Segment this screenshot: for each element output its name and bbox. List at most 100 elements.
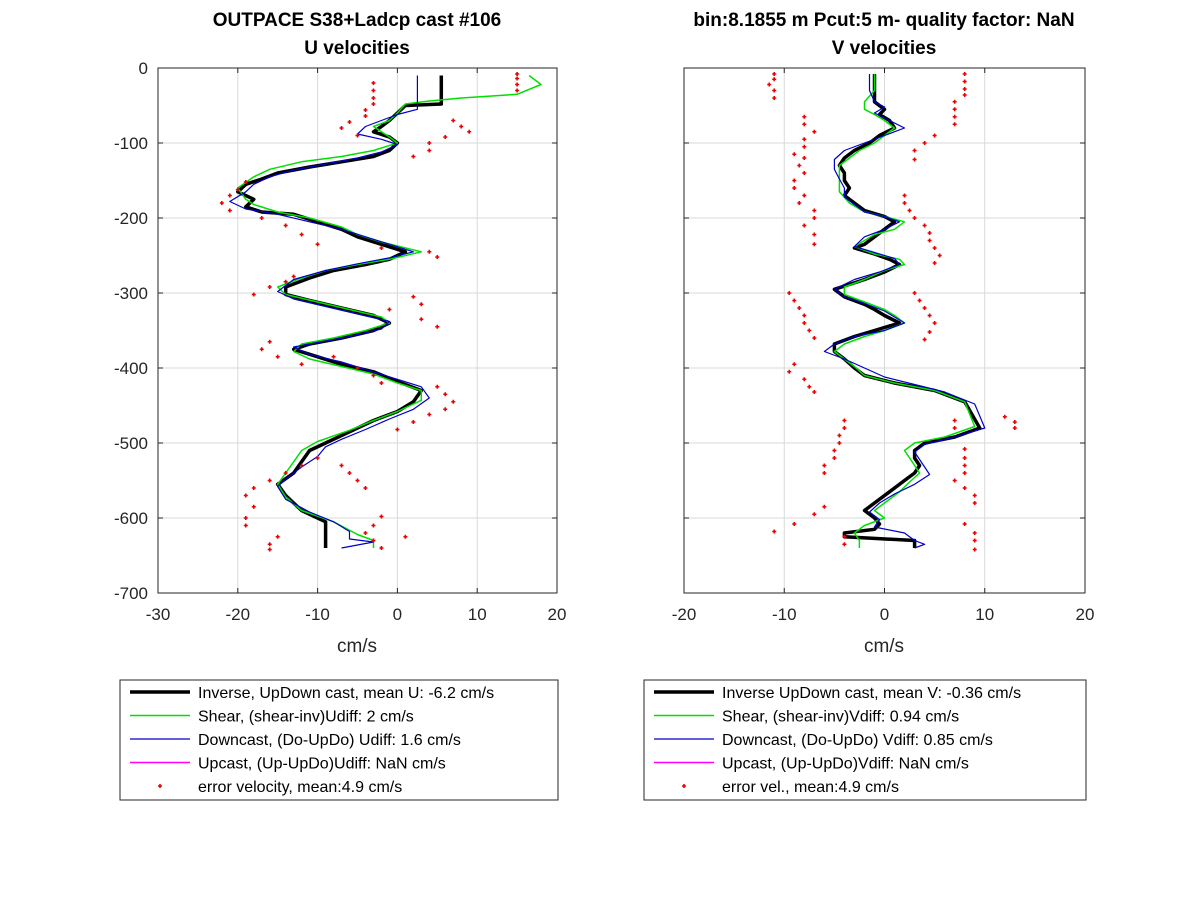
v-error-velocity-point: [922, 223, 927, 228]
v-error-velocity-point: [962, 93, 967, 97]
v-error-velocity-point: [802, 171, 807, 175]
u-error-velocity-point: [267, 339, 272, 344]
u-legend-label-upcast: Upcast, (Up-UpDo)Udiff: NaN cm/s: [198, 756, 446, 773]
v-legend-label-shear: Shear, (shear-inv)Vdiff: 0.94 cm/s: [722, 709, 959, 726]
u-error-velocity-point: [243, 493, 248, 498]
u-error-velocity-point: [403, 534, 408, 539]
u-error-velocity-point: [251, 504, 256, 509]
u-error-velocity-point: [387, 307, 392, 312]
u-error-velocity-point: [419, 302, 424, 307]
v-error-velocity-point: [927, 330, 932, 334]
v-velocity-panel: bin:8.1855 m Pcut:5 m- quality factor: N…: [643, 10, 1095, 801]
u-legend: Inverse, UpDown cast, mean U: -6.2 cm/s S…: [119, 679, 559, 801]
u-y-tick-label: -100: [114, 134, 148, 153]
u-velocity-panel: OUTPACE S38+Ladcp cast #106 U velocities…: [114, 10, 566, 801]
u-error-velocity-point: [363, 531, 368, 535]
v-error-velocity-point: [932, 261, 937, 265]
v-error-velocity-point: [952, 122, 957, 127]
u-legend-label-inverse: Inverse, UpDown cast, mean U: -6.2 cm/s: [198, 685, 494, 702]
u-error-velocity-point: [371, 523, 376, 528]
u-error-velocity-point: [515, 88, 520, 93]
v-error-velocity-point: [902, 193, 907, 198]
u-downcast-series-line: [229, 75, 430, 549]
v-error-velocity-point: [837, 433, 842, 438]
u-error-velocity-point: [363, 114, 368, 118]
u-error-velocity-point: [443, 392, 448, 397]
u-error-velocity-point: [355, 366, 360, 370]
u-error-velocity-point: [411, 420, 416, 424]
u-error-velocity-point: [443, 407, 448, 412]
v-error-velocity-point: [802, 223, 807, 228]
u-x-tick-label: -30: [146, 605, 171, 624]
v-error-velocity-point: [792, 522, 797, 526]
v-error-velocity-point: [802, 321, 807, 325]
v-x-tick-label: -10: [772, 605, 797, 624]
u-error-velocity-point: [291, 274, 296, 279]
u-error-velocity-point: [515, 76, 520, 81]
v-error-velocity-point: [912, 291, 917, 295]
u-y-tick-label: -200: [114, 209, 148, 228]
u-legend-box: [119, 679, 559, 801]
v-error-velocity-point: [797, 201, 802, 205]
v-error-velocity-point: [772, 529, 777, 534]
u-x-tick-label: -20: [226, 605, 251, 624]
v-error-velocity-point: [792, 186, 797, 190]
v-legend-label-downcast: Downcast, (Do-UpDo) Vdiff: 0.85 cm/s: [722, 732, 993, 749]
v-error-velocity-point: [772, 72, 777, 76]
v-error-velocity-point: [917, 298, 922, 303]
v-legend-box: [643, 679, 1087, 801]
v-x-tick-label: 20: [1076, 605, 1095, 624]
v-error-velocity-point: [952, 418, 957, 423]
v-error-velocity-point: [842, 534, 847, 539]
u-error-velocity-point: [299, 463, 304, 468]
v-error-velocity-point: [932, 321, 937, 325]
u-error-velocity-point: [451, 118, 456, 123]
u-error-velocity-point: [243, 516, 248, 520]
v-error-velocity-point: [1012, 420, 1017, 424]
v-legend-label-upcast: Upcast, (Up-UpDo)Vdiff: NaN cm/s: [722, 756, 969, 773]
v-error-velocity-point: [792, 298, 797, 303]
v-error-velocity-point: [802, 137, 807, 142]
v-error-velocity-point: [807, 384, 812, 389]
v-error-velocity-point: [922, 141, 927, 145]
u-error-velocity-point: [347, 120, 352, 124]
v-error-velocity-point: [962, 447, 967, 451]
v-error-velocity-point: [772, 96, 777, 100]
u-legend-label-downcast: Downcast, (Do-UpDo) Udiff: 1.6 cm/s: [198, 732, 461, 749]
v-error-velocity-point: [812, 512, 817, 517]
v-error-velocity-point: [962, 522, 967, 526]
u-error-velocity-point: [363, 486, 368, 490]
v-error-velocity-point: [952, 478, 957, 483]
u-inverse-series-line: [236, 75, 444, 548]
u-error-velocity-point: [283, 471, 288, 475]
v-error-velocity-point: [927, 313, 932, 318]
u-error-velocity-point: [267, 478, 272, 483]
u-error-velocity-point: [371, 88, 376, 93]
v-error-velocity-point: [802, 377, 807, 382]
v-x-tick-label: 10: [975, 605, 994, 624]
u-error-velocity-point: [283, 279, 288, 284]
u-y-tick-label: -600: [114, 509, 148, 528]
u-error-velocity-point: [243, 523, 248, 528]
v-error-velocity-point: [787, 291, 792, 295]
v-error-velocity-point: [907, 208, 912, 213]
u-error-velocity-point: [347, 471, 352, 475]
v-error-velocity-point: [812, 336, 817, 340]
u-error-velocity-point: [315, 242, 320, 247]
v-ticks: -20 -10 0 10 20: [672, 67, 1095, 624]
v-error-velocity-point: [972, 531, 977, 535]
u-error-velocity-point: [299, 362, 304, 367]
u-error-velocity-point: [419, 317, 424, 322]
v-error-velocity-point: [832, 456, 837, 460]
v-error-velocity-point: [932, 133, 937, 138]
v-error-velocity-point: [807, 328, 812, 333]
v-error-velocity-point: [842, 426, 847, 430]
v-error-velocity-point: [822, 471, 827, 475]
u-error-velocity-point: [363, 108, 368, 112]
v-error-velocity-point: [937, 253, 942, 258]
u-error-velocity-point: [331, 354, 336, 359]
u-error-velocity-point: [371, 96, 376, 100]
v-error-velocity-point: [922, 337, 927, 342]
u-error-velocity-point: [243, 180, 248, 184]
v-error-velocity-point: [1002, 414, 1007, 419]
